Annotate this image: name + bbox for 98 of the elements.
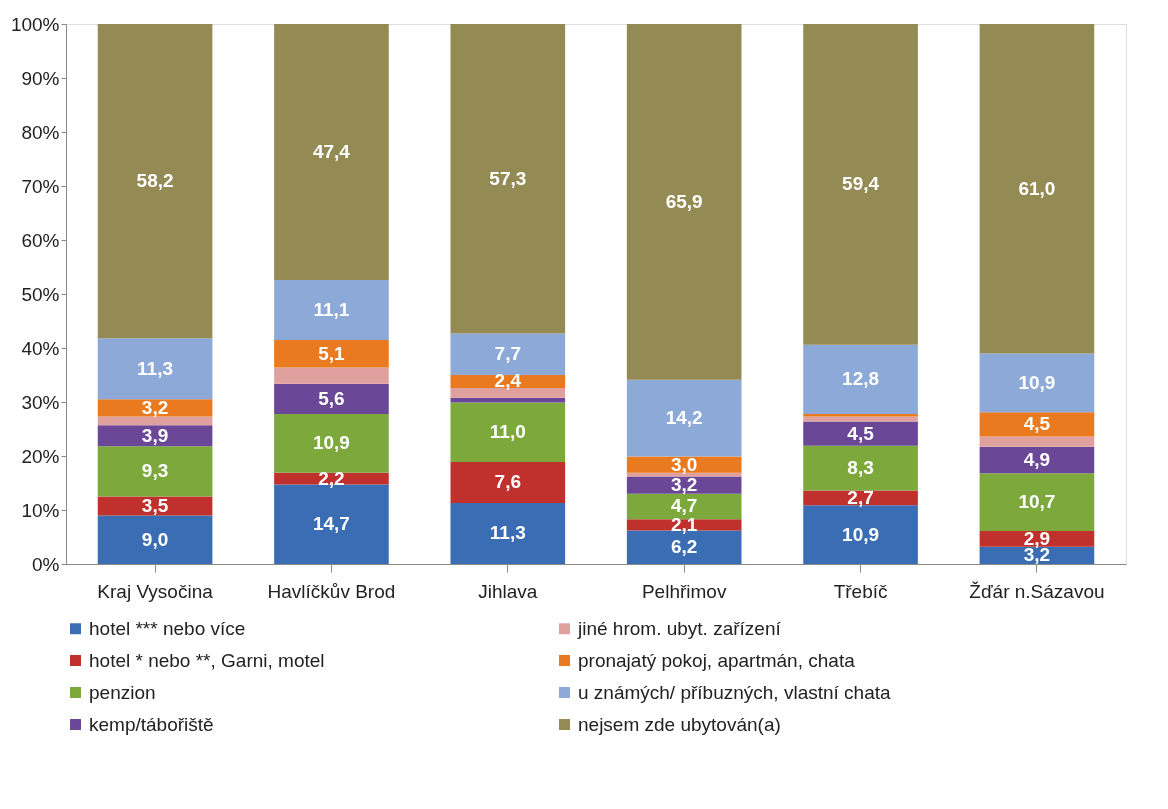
bar: [450, 24, 566, 334]
data-label: 14,2: [665, 407, 703, 429]
data-label: 11,0: [489, 421, 526, 443]
data-label: 11,1: [313, 298, 350, 320]
data-label: 8,3: [847, 457, 874, 479]
y-tick-label: 80%: [21, 121, 60, 143]
bar: [979, 353, 1095, 413]
data-label: 10,9: [1018, 371, 1056, 393]
legend-label: kemp/tábořiště: [89, 713, 214, 735]
bar: [97, 338, 213, 400]
legend-label: u známých/ příbuzných, vlastní chata: [578, 681, 892, 703]
bar: [979, 446, 1095, 474]
data-label: 61,0: [1018, 177, 1056, 199]
bar: [626, 493, 742, 520]
data-label: 2,2: [318, 467, 345, 489]
bar: [97, 416, 213, 426]
bar: [979, 473, 1095, 532]
bar: [803, 344, 918, 414]
legend-label: nejsem zde ubytován(a): [578, 713, 781, 735]
data-label: 10,7: [1018, 491, 1056, 513]
data-label: 11,3: [137, 357, 174, 379]
y-tick-label: 30%: [21, 391, 60, 413]
x-tick-label: Jihlava: [478, 580, 538, 602]
bar: [626, 472, 742, 477]
legend-label: hotel * nebo **, Garni, motel: [89, 649, 325, 671]
bar: [274, 367, 389, 384]
bar: [97, 515, 213, 564]
y-tick-label: 60%: [21, 229, 60, 251]
bar: [450, 333, 566, 375]
data-label: 9,0: [141, 528, 169, 550]
data-label: 10,9: [842, 523, 880, 545]
data-label: 7,6: [494, 471, 522, 493]
data-label: 65,9: [665, 190, 703, 212]
data-label: 3,5: [141, 494, 169, 516]
bar: [803, 24, 918, 345]
y-tick-label: 100%: [10, 13, 60, 35]
data-label: 4,9: [1023, 449, 1051, 471]
legend-label: jiné hrom. ubyt. zařízení: [577, 617, 782, 639]
data-label: 57,3: [489, 167, 527, 189]
y-tick-label: 10%: [21, 499, 60, 521]
bar: [450, 397, 566, 403]
data-label: 14,7: [312, 513, 350, 535]
data-label: 5,1: [318, 342, 346, 364]
bar: [803, 421, 918, 446]
data-label: 12,8: [842, 368, 880, 390]
data-label: 2,4: [494, 370, 522, 392]
data-label: 7,7: [494, 343, 522, 365]
data-label: 3,2: [141, 396, 169, 418]
data-label: 10,9: [312, 432, 350, 454]
bar: [97, 425, 213, 447]
data-label: 6,2: [670, 536, 698, 558]
bar: [97, 399, 213, 417]
y-tick-label: 90%: [21, 67, 60, 89]
bar: [274, 383, 389, 414]
bar: [97, 24, 213, 339]
legend-label: hotel *** nebo více: [89, 617, 246, 639]
data-label: 3,9: [141, 424, 169, 446]
data-label: 58,2: [136, 170, 174, 192]
data-label: 2,7: [847, 486, 874, 508]
data-label: 5,6: [318, 387, 345, 409]
bar: [803, 413, 918, 417]
bar: [450, 502, 566, 564]
bar: [450, 402, 566, 462]
bar: [274, 413, 389, 473]
data-label: 4,5: [847, 422, 875, 444]
y-tick-label: 0%: [32, 553, 60, 575]
y-tick-label: 40%: [21, 337, 60, 359]
bar: [626, 379, 742, 457]
y-tick-label: 20%: [21, 445, 60, 467]
bar: [97, 446, 213, 497]
data-label: 47,4: [312, 140, 351, 162]
bar: [274, 339, 389, 368]
y-tick-label: 70%: [21, 175, 60, 197]
data-label: 9,3: [141, 460, 169, 482]
data-label: 59,4: [842, 173, 880, 195]
data-label: 11,3: [489, 522, 526, 544]
bar: [274, 279, 389, 340]
data-label: 3,2: [670, 474, 698, 496]
bar: [626, 24, 742, 380]
data-label: 3,0: [670, 453, 698, 475]
data-label: 4,7: [670, 495, 698, 517]
bar: [979, 412, 1095, 437]
bar: [274, 24, 389, 280]
legend-label: pronajatý pokoj, apartmán, chata: [578, 649, 856, 671]
x-tick-label: Žďár n.Sázavou: [969, 580, 1105, 602]
x-tick-label: Havlíčkův Brod: [267, 580, 396, 602]
x-tick-label: Kraj Vysočina: [97, 580, 214, 602]
bar: [979, 24, 1095, 354]
legend-label: penzion: [89, 681, 156, 703]
bar: [803, 505, 918, 564]
x-tick-label: Pelhřimov: [641, 580, 727, 602]
bar: [979, 436, 1095, 447]
bar: [450, 461, 566, 503]
bar: [803, 445, 918, 491]
y-tick-label: 50%: [21, 283, 60, 305]
bar: [979, 531, 1095, 547]
data-label: 4,5: [1023, 413, 1051, 435]
x-tick-label: Třebíč: [833, 580, 888, 602]
